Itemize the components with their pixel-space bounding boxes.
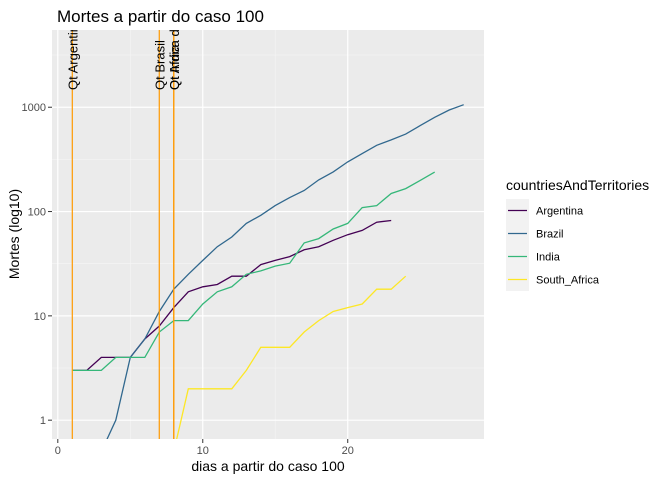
y-axis-title: Mortes (log10) bbox=[6, 189, 22, 279]
y-tick-label: 100 bbox=[28, 207, 46, 219]
reference-label: Qt Africa do Sul bbox=[167, 0, 182, 90]
legend-title: countriesAndTerritories bbox=[506, 177, 649, 193]
y-tick-label: 10 bbox=[34, 311, 46, 323]
plot-panel bbox=[52, 30, 484, 439]
chart-title: Mortes a partir do caso 100 bbox=[57, 7, 264, 26]
x-tick-label: 20 bbox=[342, 445, 354, 457]
reference-label: Qt Argentina bbox=[65, 17, 80, 90]
x-axis-title: dias a partir do caso 100 bbox=[191, 458, 345, 474]
series-lines bbox=[72, 104, 464, 439]
x-tick-label: 0 bbox=[55, 445, 61, 457]
reference-labels: Qt Argentina Qt Brasil Qt Africa do SulQt … bbox=[65, 0, 182, 90]
legend-label: South_Africa bbox=[536, 275, 600, 287]
y-tick-label: 1000 bbox=[22, 102, 46, 114]
legend-label: Argentina bbox=[536, 206, 584, 218]
x-axis-ticks: 0 10 20 bbox=[55, 439, 354, 457]
reference-lines: Qt Argentina Qt Brasil Qt Africa do SulQt … bbox=[65, 0, 182, 439]
y-axis-ticks: 1 10 100 1000 bbox=[22, 102, 52, 427]
reference-label: Qt Brasil bbox=[152, 40, 167, 90]
y-tick-label: 1 bbox=[40, 415, 46, 427]
series-line-south-africa bbox=[176, 275, 407, 439]
grid-minor bbox=[52, 30, 484, 439]
legend-label: Brazil bbox=[536, 229, 564, 241]
legend: countriesAndTerritories Argentina Brazil I… bbox=[506, 177, 649, 291]
x-tick-label: 10 bbox=[197, 445, 209, 457]
reference-label: Qt India bbox=[167, 44, 182, 90]
legend-label: India bbox=[536, 252, 561, 264]
series-line-brazil bbox=[106, 104, 464, 439]
series-line-india bbox=[72, 171, 436, 372]
